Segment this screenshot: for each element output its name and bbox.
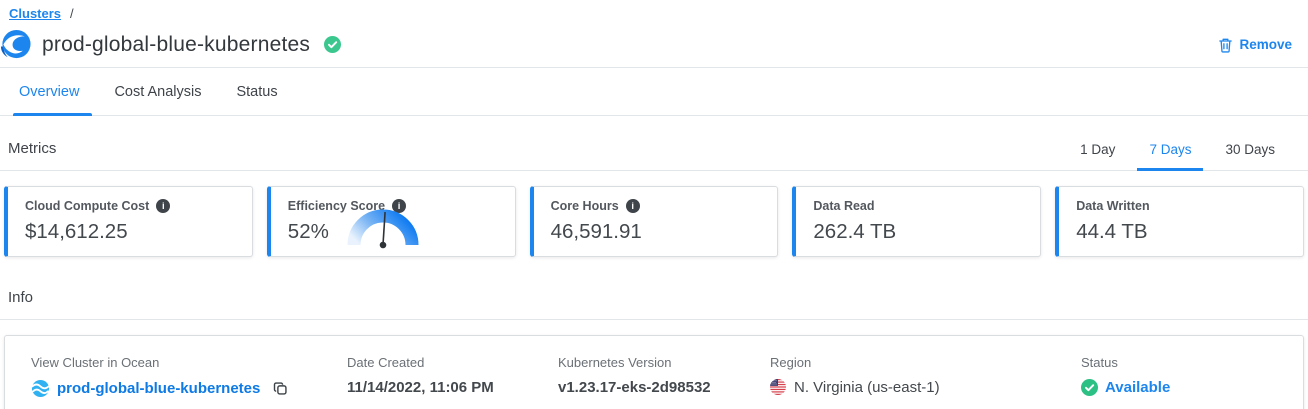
trash-icon — [1218, 37, 1233, 53]
metric-value: 44.4 TB — [1076, 220, 1148, 243]
breadcrumb-link-clusters[interactable]: Clusters — [9, 6, 62, 21]
metric-value: 52% — [287, 220, 329, 243]
metric-label: Cloud Compute Cost — [25, 199, 150, 213]
info-heading: Info — [8, 289, 34, 306]
tab-bar: Overview Cost Analysis Status — [0, 68, 1308, 116]
region-value: N. Virginia (us-east-1) — [794, 379, 940, 396]
metric-label: Efficiency Score — [287, 199, 386, 213]
gauge-needle — [379, 212, 387, 249]
status-check-icon — [1081, 379, 1098, 396]
metric-value: 46,591.91 — [550, 220, 642, 243]
tab-overview[interactable]: Overview — [12, 68, 93, 116]
remove-label: Remove — [1239, 37, 1292, 52]
filter-1-day[interactable]: 1 Day — [1080, 142, 1116, 157]
info-section-header: Info — [0, 257, 1308, 320]
metric-card-core-hours: Core Hours i 46,591.91 — [529, 186, 779, 257]
info-label: Kubernetes Version — [558, 355, 672, 370]
info-label: Date Created — [347, 355, 425, 370]
metric-card-data-read: Data Read 262.4 TB — [792, 186, 1042, 257]
metric-value: $14,612.25 — [25, 220, 128, 243]
metric-label: Data Written — [1076, 199, 1150, 213]
info-field-region: Region — [770, 355, 1081, 409]
info-field-date-created: Date Created 11/14/2022, 11:06 PM — [347, 355, 558, 409]
metrics-section-header: Metrics 1 Day 7 Days 30 Days — [0, 116, 1308, 171]
metric-value: 262.4 TB — [813, 220, 897, 243]
page-header: prod-global-blue-kubernetes Remove — [0, 22, 1308, 68]
metrics-heading: Metrics — [8, 140, 57, 157]
info-panel: View Cluster in Ocean prod-global-blue-k… — [4, 335, 1304, 409]
info-icon[interactable]: i — [156, 199, 171, 213]
tab-status[interactable]: Status — [236, 83, 278, 100]
page-title: prod-global-blue-kubernetes — [42, 32, 311, 56]
metric-card-cloud-compute-cost: Cloud Compute Cost i $14,612.25 — [4, 186, 253, 257]
filter-7-days[interactable]: 7 Days — [1132, 133, 1208, 171]
breadcrumb: Clusters / — [0, 0, 1308, 22]
healthy-check-icon — [324, 36, 342, 53]
cluster-link[interactable]: prod-global-blue-kubernetes — [57, 380, 261, 397]
info-field-kubernetes-version: Kubernetes Version v1.23.17-eks-2d98532 — [558, 355, 770, 409]
info-icon[interactable]: i — [625, 199, 640, 213]
metric-label: Core Hours — [550, 199, 619, 213]
us-flag-icon — [770, 379, 787, 396]
info-field-status: Status Available — [1081, 355, 1303, 409]
info-label: Status — [1081, 355, 1118, 370]
ocean-wave-icon — [31, 379, 50, 398]
tab-cost-analysis[interactable]: Cost Analysis — [114, 83, 202, 100]
metric-label: Data Read — [813, 199, 875, 213]
metric-card-efficiency-score: Efficiency Score i 52% — [266, 186, 516, 257]
info-label: Region — [770, 355, 812, 370]
remove-button[interactable]: Remove — [1218, 37, 1292, 53]
copy-icon[interactable] — [273, 381, 288, 396]
time-range-filter: 1 Day 7 Days 30 Days — [1063, 133, 1292, 171]
efficiency-gauge — [343, 205, 423, 254]
kubernetes-version-value: v1.23.17-eks-2d98532 — [558, 379, 711, 396]
breadcrumb-separator: / — [70, 6, 74, 21]
info-icon[interactable]: i — [392, 199, 407, 213]
metric-cards: Cloud Compute Cost i $14,612.25 Efficien… — [0, 171, 1308, 257]
ocean-cluster-logo-icon — [0, 28, 32, 61]
info-field-view-cluster-in-ocean: View Cluster in Ocean prod-global-blue-k… — [31, 355, 347, 409]
status-value: Available — [1105, 379, 1171, 396]
date-created-value: 11/14/2022, 11:06 PM — [347, 379, 494, 396]
metric-card-data-written: Data Written 44.4 TB — [1055, 186, 1304, 257]
info-label: View Cluster in Ocean — [31, 355, 160, 370]
filter-30-days[interactable]: 30 Days — [1225, 142, 1275, 157]
